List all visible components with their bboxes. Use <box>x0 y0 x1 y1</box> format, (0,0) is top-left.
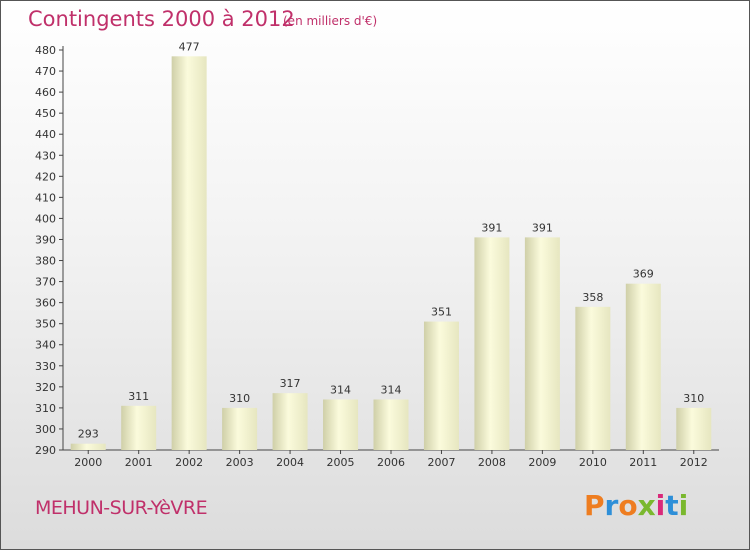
y-tick-label: 420 <box>35 170 56 183</box>
bar <box>524 237 560 450</box>
y-tick-label: 340 <box>35 339 56 352</box>
bar-value-label: 311 <box>128 390 149 403</box>
bar-value-label: 358 <box>582 291 603 304</box>
y-tick-label: 330 <box>35 360 56 373</box>
bar-value-label: 314 <box>330 383 351 396</box>
bar <box>70 443 106 450</box>
x-tick-label: 2011 <box>629 456 657 469</box>
x-tick-label: 2010 <box>579 456 607 469</box>
brand-letter: P <box>584 489 605 522</box>
bar <box>474 237 510 450</box>
bar <box>625 283 661 450</box>
bar-value-label: 477 <box>179 40 200 53</box>
y-tick-label: 400 <box>35 212 56 225</box>
bar-value-label: 351 <box>431 306 452 319</box>
x-tick-label: 2000 <box>74 456 102 469</box>
x-tick-label: 2009 <box>528 456 556 469</box>
y-tick-label: 480 <box>35 44 56 57</box>
bar <box>373 399 409 450</box>
bar-value-label: 369 <box>633 268 654 281</box>
y-tick-label: 390 <box>35 233 56 246</box>
brand-letter: o <box>618 489 638 522</box>
brand-letter: t <box>665 489 679 522</box>
y-tick-label: 310 <box>35 402 56 415</box>
brand-letter: i <box>678 489 689 522</box>
x-tick-label: 2012 <box>680 456 708 469</box>
bar-value-label: 391 <box>532 221 553 234</box>
bar <box>575 306 611 450</box>
y-tick-label: 440 <box>35 128 56 141</box>
brand-letter: i <box>655 489 666 522</box>
brand-letter: r <box>604 489 619 522</box>
bar <box>272 393 308 450</box>
y-tick-label: 290 <box>35 444 56 457</box>
y-tick-label: 360 <box>35 297 56 310</box>
y-tick-label: 320 <box>35 381 56 394</box>
brand-letter: x <box>637 489 656 522</box>
y-tick-label: 430 <box>35 149 56 162</box>
bar-value-label: 293 <box>78 428 99 441</box>
bar <box>121 405 157 450</box>
bar-value-label: 310 <box>229 392 250 405</box>
x-tick-label: 2003 <box>226 456 254 469</box>
bar-value-label: 317 <box>280 377 301 390</box>
bar <box>171 56 207 450</box>
x-tick-label: 2006 <box>377 456 405 469</box>
city-name: MEHUN-SUR-YèVRE <box>35 497 208 519</box>
chart-title: Contingents 2000 à 2012 <box>28 7 295 31</box>
y-tick-label: 410 <box>35 191 56 204</box>
bar-value-label: 310 <box>683 392 704 405</box>
x-tick-label: 2007 <box>427 456 455 469</box>
chart-subtitle: (en milliers d'€) <box>283 14 378 28</box>
proxiti-logo: Proxiti <box>584 489 688 522</box>
y-tick-label: 450 <box>35 107 56 120</box>
y-tick-label: 470 <box>35 65 56 78</box>
y-tick-label: 350 <box>35 318 56 331</box>
bar-value-label: 314 <box>381 383 402 396</box>
bar-value-label: 391 <box>481 221 502 234</box>
x-tick-label: 2008 <box>478 456 506 469</box>
x-tick-label: 2004 <box>276 456 304 469</box>
bar <box>222 407 258 450</box>
bar <box>676 407 712 450</box>
bar <box>423 321 459 450</box>
x-tick-label: 2005 <box>327 456 355 469</box>
y-tick-label: 370 <box>35 276 56 289</box>
y-tick-label: 380 <box>35 255 56 268</box>
y-tick-label: 300 <box>35 423 56 436</box>
x-tick-label: 2001 <box>125 456 153 469</box>
x-tick-label: 2002 <box>175 456 203 469</box>
bar <box>323 399 359 450</box>
y-tick-label: 460 <box>35 86 56 99</box>
